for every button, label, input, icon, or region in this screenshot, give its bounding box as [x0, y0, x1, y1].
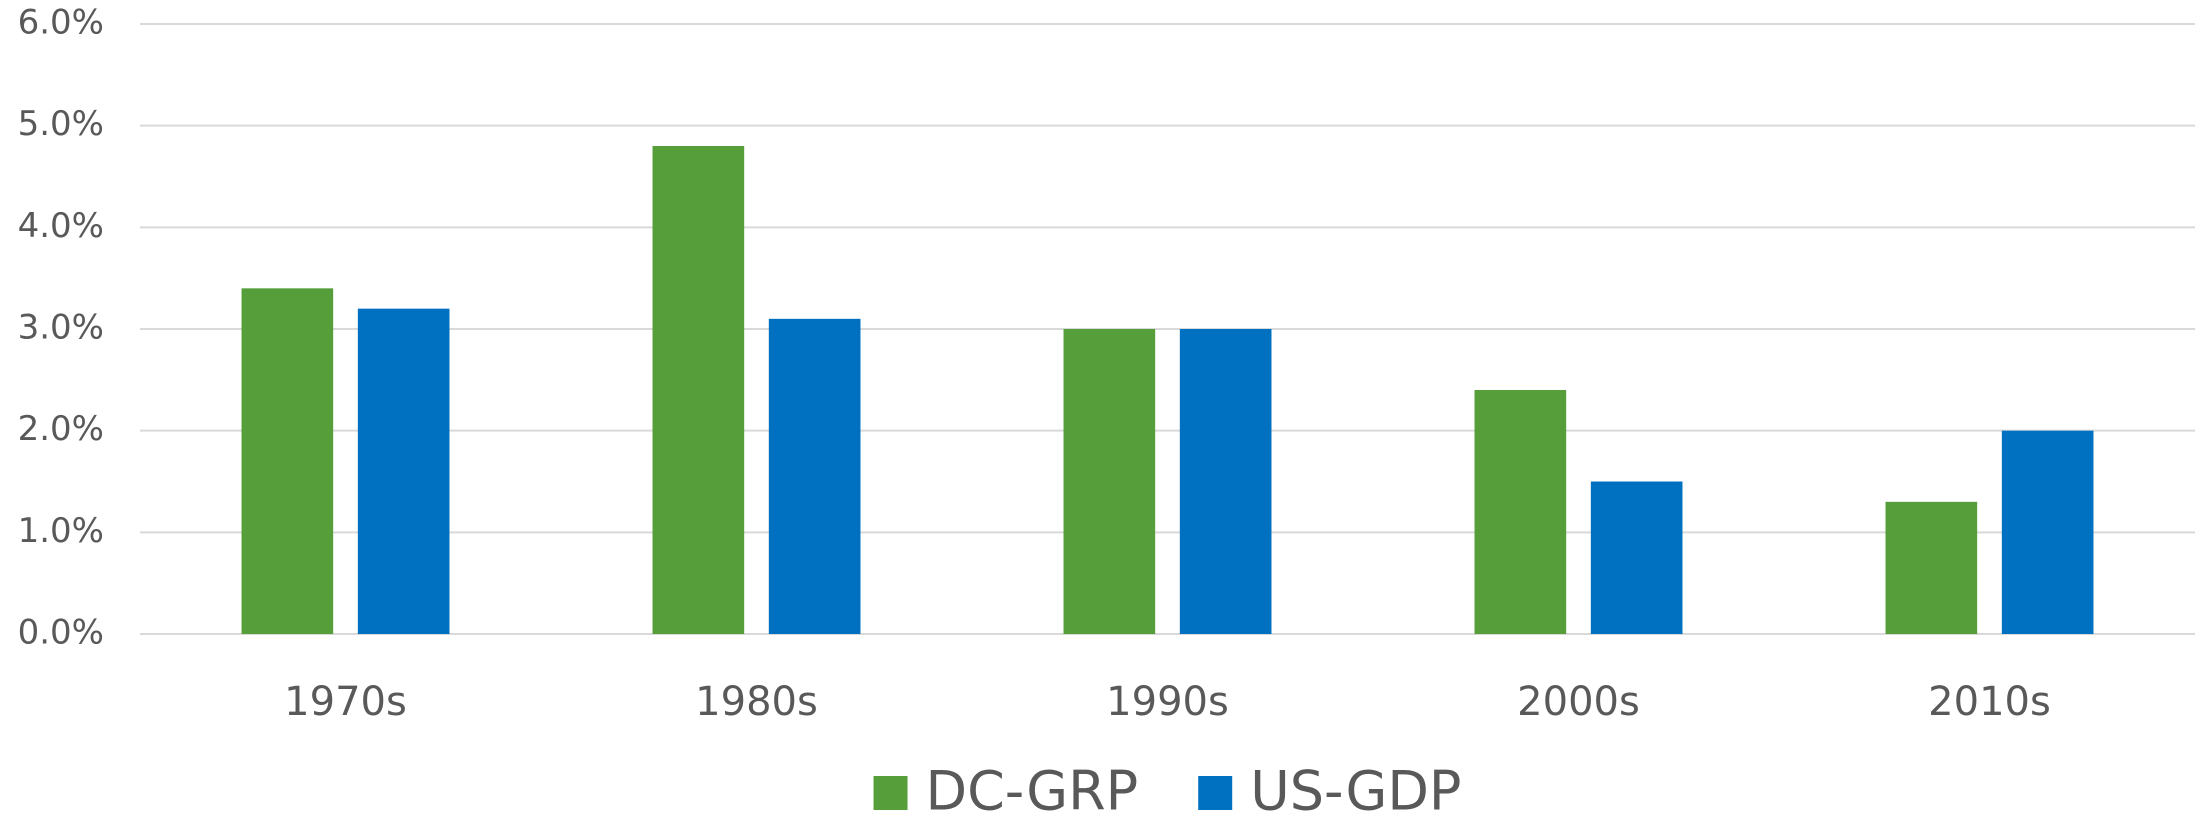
bar	[1063, 329, 1156, 634]
y-tick-label: 4.0%	[18, 206, 104, 246]
bar	[357, 308, 450, 634]
bar	[652, 146, 745, 634]
legend-swatch	[873, 776, 908, 810]
bar	[1885, 501, 1978, 634]
legend-swatch	[1198, 776, 1233, 810]
y-tick-label: 6.0%	[18, 3, 104, 43]
bar	[241, 288, 334, 634]
bar	[2001, 430, 2094, 634]
bar	[1179, 329, 1272, 634]
x-tick-label: 2000s	[1517, 679, 1640, 725]
x-tick-label: 1990s	[1106, 679, 1229, 725]
bar	[768, 318, 861, 634]
legend-label: DC-GRP	[926, 760, 1139, 822]
y-tick-label: 2.0%	[18, 409, 104, 449]
x-tick-label: 1970s	[284, 679, 407, 725]
bar	[1590, 481, 1683, 634]
y-tick-label: 1.0%	[18, 511, 104, 551]
bar	[1474, 390, 1567, 634]
y-tick-label: 3.0%	[18, 308, 104, 348]
y-tick-label: 0.0%	[18, 613, 104, 653]
legend-label: US-GDP	[1250, 760, 1461, 822]
x-tick-label: 1980s	[695, 679, 818, 725]
y-tick-label: 5.0%	[18, 104, 104, 144]
x-tick-label: 2010s	[1928, 679, 2051, 725]
